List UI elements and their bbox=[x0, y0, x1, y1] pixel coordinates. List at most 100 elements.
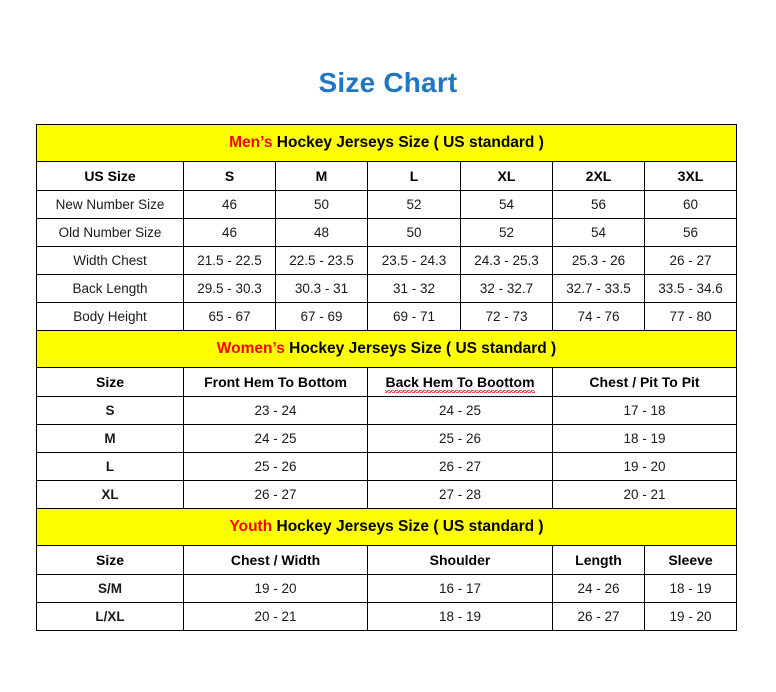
youth-row-0-value-2: 24 - 26 bbox=[552, 574, 645, 603]
womens-row-0-value-0: 23 - 24 bbox=[183, 396, 368, 425]
youth-row-0-label: S/M bbox=[36, 574, 184, 603]
mens-row-3-value-0: 29.5 - 30.3 bbox=[183, 274, 276, 303]
mens-row-4-value-3: 72 - 73 bbox=[460, 302, 553, 331]
mens-row-4-value-2: 69 - 71 bbox=[367, 302, 461, 331]
womens-header-cell-1: Front Hem To Bottom bbox=[183, 367, 368, 397]
mens-row-2-value-3: 24.3 - 25.3 bbox=[460, 246, 553, 275]
section-banner-womens-cell: Women’s Hockey Jerseys Size ( US standar… bbox=[35, 330, 738, 368]
mens-row-3-label: Back Length bbox=[36, 274, 184, 303]
mens-row-0-value-1: 50 bbox=[275, 190, 368, 219]
womens-row-3-value-1: 27 - 28 bbox=[367, 480, 553, 509]
mens-row-0-value-0: 46 bbox=[183, 190, 276, 219]
section-banner-womens: Women’s Hockey Jerseys Size ( US standar… bbox=[35, 330, 738, 368]
mens-row-1-value-4: 54 bbox=[552, 218, 645, 247]
table-row: Width Chest 21.5 - 22.5 22.5 - 23.5 23.5… bbox=[36, 246, 738, 275]
mens-row-4-value-0: 65 - 67 bbox=[183, 302, 276, 331]
mens-row-4-label: Body Height bbox=[36, 302, 184, 331]
youth-header-cell-0: Size bbox=[36, 545, 184, 575]
mens-row-0-value-5: 60 bbox=[643, 190, 738, 219]
mens-header-cell-3: L bbox=[367, 161, 461, 191]
table-row: S/M 19 - 20 16 - 17 24 - 26 18 - 19 bbox=[36, 574, 738, 603]
mens-row-0-value-2: 52 bbox=[367, 190, 461, 219]
table-row: Back Length 29.5 - 30.3 30.3 - 31 31 - 3… bbox=[36, 274, 738, 303]
section-banner-womens-rest: Hockey Jerseys Size ( US standard ) bbox=[284, 340, 557, 357]
womens-row-1-value-0: 24 - 25 bbox=[183, 424, 368, 453]
youth-row-1-value-1: 18 - 19 bbox=[367, 602, 553, 631]
womens-row-2-value-2: 19 - 20 bbox=[551, 452, 738, 481]
mens-row-2-value-1: 22.5 - 23.5 bbox=[275, 246, 368, 275]
section-banner-mens-rest: Hockey Jerseys Size ( US standard ) bbox=[272, 134, 544, 151]
mens-row-3-value-4: 32.7 - 33.5 bbox=[552, 274, 645, 303]
mens-row-3-value-1: 30.3 - 31 bbox=[275, 274, 368, 303]
mens-header-cell-1: S bbox=[183, 161, 276, 191]
table-row: Body Height 65 - 67 67 - 69 69 - 71 72 -… bbox=[36, 302, 738, 331]
youth-header-cell-2: Shoulder bbox=[367, 545, 553, 575]
womens-header-row: Size Front Hem To Bottom Back Hem To Boo… bbox=[36, 367, 738, 397]
section-banner-womens-accent: Women’s bbox=[216, 340, 285, 357]
womens-row-2-value-0: 25 - 26 bbox=[183, 452, 368, 481]
mens-row-1-value-0: 46 bbox=[183, 218, 276, 247]
table-row: Old Number Size 46 48 50 52 54 56 bbox=[36, 218, 738, 247]
womens-row-3-value-2: 20 - 21 bbox=[551, 480, 738, 509]
mens-row-0-label: New Number Size bbox=[36, 190, 184, 219]
youth-header-row: Size Chest / Width Shoulder Length Sleev… bbox=[36, 545, 738, 575]
youth-row-1-value-0: 20 - 21 bbox=[183, 602, 368, 631]
womens-row-0-value-2: 17 - 18 bbox=[551, 396, 738, 425]
youth-row-0-value-1: 16 - 17 bbox=[367, 574, 553, 603]
womens-header-cell-2-text: Back Hem To Boottom bbox=[385, 374, 535, 393]
womens-header-cell-3: Chest / Pit To Pit bbox=[551, 367, 738, 397]
table-row: XL 26 - 27 27 - 28 20 - 21 bbox=[36, 480, 738, 509]
womens-row-1-value-2: 18 - 19 bbox=[551, 424, 738, 453]
mens-row-3-value-2: 31 - 32 bbox=[367, 274, 461, 303]
mens-row-2-value-2: 23.5 - 24.3 bbox=[367, 246, 461, 275]
mens-header-row: US Size S M L XL 2XL 3XL bbox=[36, 161, 738, 191]
youth-row-0-value-3: 18 - 19 bbox=[643, 574, 738, 603]
section-banner-mens-cell: Men’s Hockey Jerseys Size ( US standard … bbox=[35, 124, 738, 162]
youth-row-0-value-0: 19 - 20 bbox=[183, 574, 368, 603]
section-banner-youth-rest: Hockey Jerseys Size ( US standard ) bbox=[272, 518, 544, 535]
section-banner-youth: Youth Hockey Jerseys Size ( US standard … bbox=[35, 508, 738, 546]
section-banner-mens-accent: Men’s bbox=[229, 134, 273, 151]
mens-row-0-value-3: 54 bbox=[460, 190, 553, 219]
mens-row-4-value-4: 74 - 76 bbox=[552, 302, 645, 331]
size-chart-container: Men’s Hockey Jerseys Size ( US standard … bbox=[35, 124, 738, 631]
size-chart-body: Men’s Hockey Jerseys Size ( US standard … bbox=[35, 124, 738, 631]
womens-row-3-value-0: 26 - 27 bbox=[183, 480, 368, 509]
mens-row-1-value-2: 50 bbox=[367, 218, 461, 247]
table-row: S 23 - 24 24 - 25 17 - 18 bbox=[36, 396, 738, 425]
mens-header-cell-2: M bbox=[275, 161, 368, 191]
youth-row-1-value-2: 26 - 27 bbox=[552, 602, 645, 631]
table-row: M 24 - 25 25 - 26 18 - 19 bbox=[36, 424, 738, 453]
mens-row-4-value-5: 77 - 80 bbox=[643, 302, 738, 331]
youth-header-cell-3: Length bbox=[552, 545, 645, 575]
mens-row-4-value-1: 67 - 69 bbox=[275, 302, 368, 331]
mens-row-3-value-5: 33.5 - 34.6 bbox=[643, 274, 738, 303]
table-row: L 25 - 26 26 - 27 19 - 20 bbox=[36, 452, 738, 481]
section-banner-youth-cell: Youth Hockey Jerseys Size ( US standard … bbox=[35, 508, 738, 546]
mens-row-2-value-0: 21.5 - 22.5 bbox=[183, 246, 276, 275]
womens-row-1-value-1: 25 - 26 bbox=[367, 424, 553, 453]
mens-row-2-label: Width Chest bbox=[36, 246, 184, 275]
womens-header-cell-2: Back Hem To Boottom bbox=[367, 367, 553, 397]
mens-row-1-value-5: 56 bbox=[643, 218, 738, 247]
section-banner-youth-accent: Youth bbox=[229, 518, 273, 535]
table-row: L/XL 20 - 21 18 - 19 26 - 27 19 - 20 bbox=[36, 602, 738, 631]
youth-row-1-label: L/XL bbox=[36, 602, 184, 631]
mens-row-1-value-1: 48 bbox=[275, 218, 368, 247]
youth-header-cell-1: Chest / Width bbox=[183, 545, 368, 575]
mens-row-0-value-4: 56 bbox=[552, 190, 645, 219]
mens-row-2-value-4: 25.3 - 26 bbox=[552, 246, 645, 275]
mens-row-1-value-3: 52 bbox=[460, 218, 553, 247]
womens-row-2-value-1: 26 - 27 bbox=[367, 452, 553, 481]
mens-row-2-value-5: 26 - 27 bbox=[643, 246, 738, 275]
mens-header-cell-0: US Size bbox=[36, 161, 184, 191]
youth-row-1-value-3: 19 - 20 bbox=[643, 602, 738, 631]
womens-row-0-value-1: 24 - 25 bbox=[367, 396, 553, 425]
womens-row-0-label: S bbox=[36, 396, 184, 425]
page-title: Size Chart bbox=[318, 67, 458, 98]
womens-row-1-label: M bbox=[36, 424, 184, 453]
mens-row-3-value-3: 32 - 32.7 bbox=[460, 274, 553, 303]
table-row: New Number Size 46 50 52 54 56 60 bbox=[36, 190, 738, 219]
mens-row-1-label: Old Number Size bbox=[36, 218, 184, 247]
